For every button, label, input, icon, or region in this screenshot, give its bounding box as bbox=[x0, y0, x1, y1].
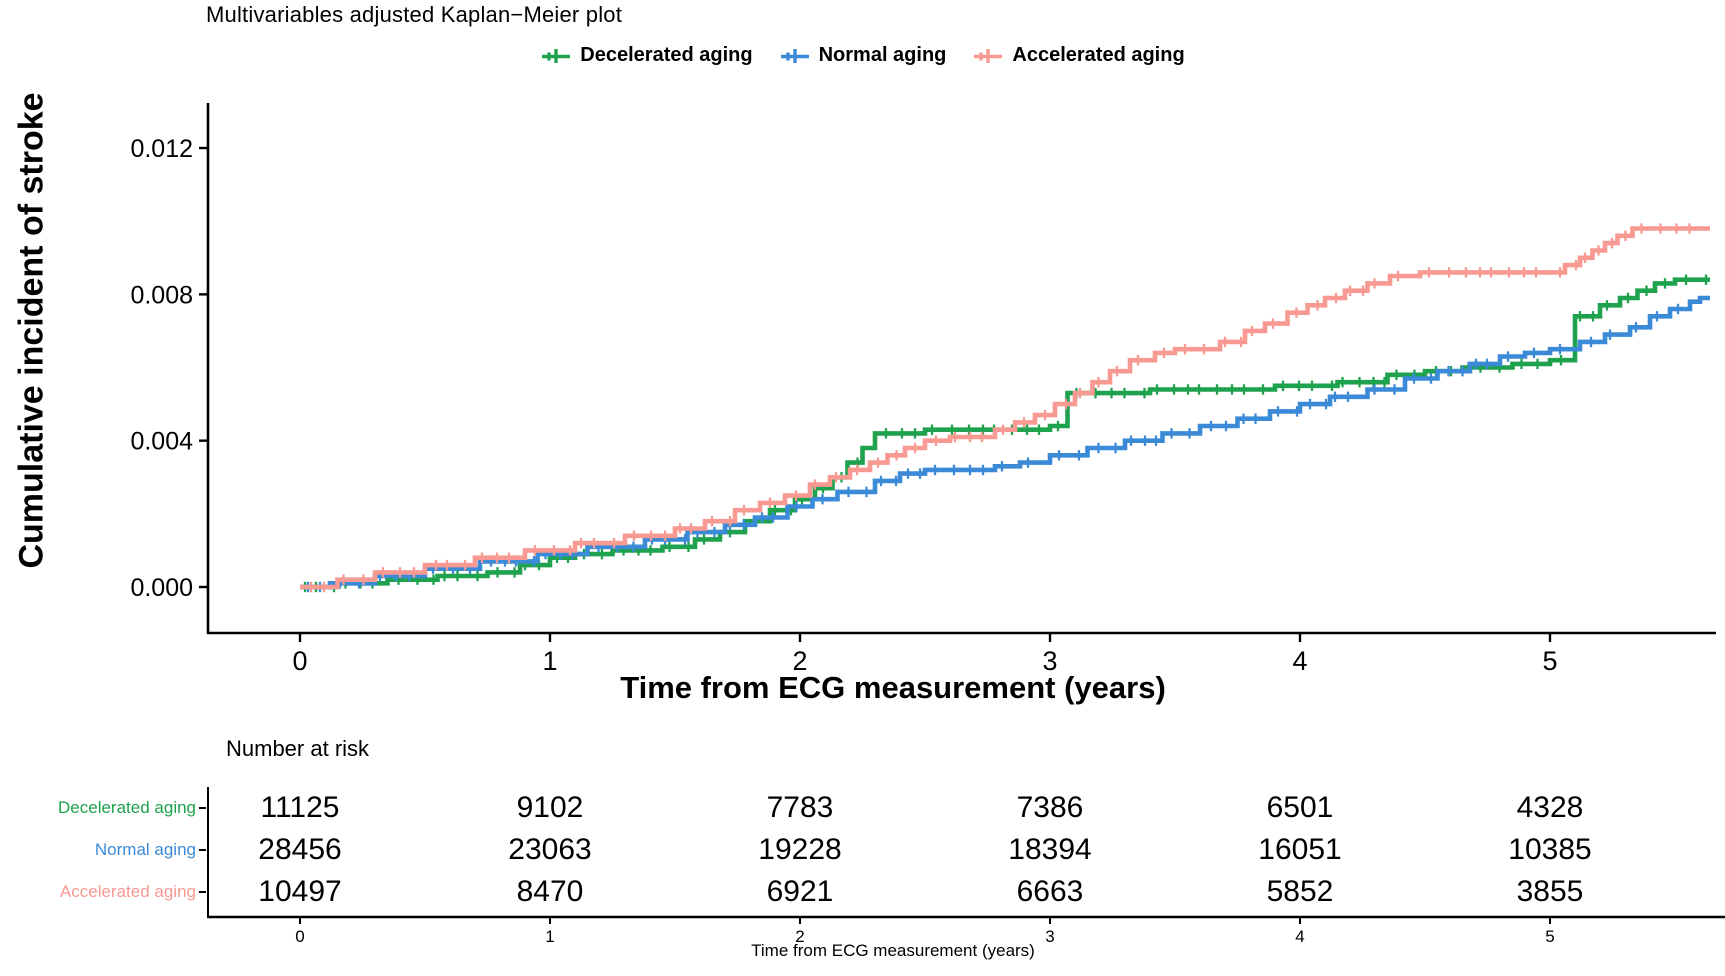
risk-row-normal: Normal aging 28456 23063 19228 18394 160… bbox=[0, 833, 1725, 867]
risk-count: 7783 bbox=[766, 791, 834, 824]
legend-label: Accelerated aging bbox=[1012, 44, 1185, 66]
risk-row-tick bbox=[199, 849, 206, 851]
survival-curves-plot: 0.000 0.004 0.008 0.012 0 1 2 3 4 5 bbox=[130, 103, 1716, 676]
risk-count: 5852 bbox=[1266, 875, 1334, 908]
risk-count: 9102 bbox=[516, 791, 584, 824]
legend-item-normal: Normal aging bbox=[779, 44, 947, 67]
svg-text:4: 4 bbox=[1292, 646, 1307, 676]
svg-text:1: 1 bbox=[542, 646, 557, 676]
risk-row-label: Accelerated aging bbox=[59, 882, 196, 901]
risk-row-tick bbox=[199, 807, 206, 809]
legend-label: Decelerated aging bbox=[580, 44, 753, 66]
risk-row-label: Normal aging bbox=[94, 840, 196, 859]
svg-text:0.012: 0.012 bbox=[130, 135, 193, 163]
y-axis-ticks: 0.000 0.004 0.008 0.012 bbox=[130, 135, 208, 602]
risk-count: 11125 bbox=[260, 791, 340, 824]
x-axis-title: Time from ECG measurement (years) bbox=[620, 670, 1166, 705]
svg-text:0.000: 0.000 bbox=[130, 574, 193, 602]
svg-text:0: 0 bbox=[295, 927, 304, 945]
svg-text:3: 3 bbox=[1045, 927, 1054, 945]
risk-count: 10385 bbox=[1508, 833, 1592, 866]
risk-row-decelerated: Decelerated aging 11125 9102 7783 7386 6… bbox=[0, 791, 1725, 825]
risk-count: 19228 bbox=[758, 833, 842, 866]
risk-count: 23063 bbox=[508, 833, 592, 866]
risk-row-accelerated: Accelerated aging 10497 8470 6921 6663 5… bbox=[0, 875, 1725, 909]
legend-item-accelerated: Accelerated aging bbox=[972, 44, 1185, 67]
risk-row-tick bbox=[199, 891, 206, 893]
svg-text:3: 3 bbox=[1042, 646, 1057, 676]
risk-count: 18394 bbox=[1008, 833, 1092, 866]
legend: Decelerated aging Normal aging Acceler bbox=[0, 44, 1725, 67]
km-curve-0 bbox=[300, 277, 1710, 590]
svg-text:2: 2 bbox=[792, 646, 807, 676]
risk-count: 4328 bbox=[1516, 791, 1584, 824]
legend-marker-decelerated-icon bbox=[542, 48, 571, 63]
risk-count: 6501 bbox=[1266, 791, 1334, 824]
legend-item-decelerated: Decelerated aging bbox=[540, 44, 753, 67]
svg-text:0.008: 0.008 bbox=[130, 281, 193, 309]
km-curve-1 bbox=[300, 295, 1710, 590]
risk-count: 6663 bbox=[1016, 875, 1084, 908]
svg-text:5: 5 bbox=[1545, 927, 1554, 945]
svg-text:4: 4 bbox=[1295, 927, 1304, 945]
svg-text:0.004: 0.004 bbox=[130, 428, 193, 456]
risk-table-axis-line bbox=[207, 787, 209, 917]
censor-marks-2 bbox=[309, 223, 1691, 593]
number-at-risk-header: Number at risk bbox=[226, 736, 370, 761]
risk-count: 28456 bbox=[258, 833, 342, 866]
risk-row-label: Decelerated aging bbox=[58, 798, 196, 817]
legend-marker-normal-icon bbox=[780, 48, 809, 63]
censor-marks-0 bbox=[303, 274, 1708, 593]
risk-count: 10497 bbox=[258, 875, 342, 908]
risk-count: 6921 bbox=[766, 875, 834, 908]
svg-text:0: 0 bbox=[292, 646, 307, 676]
censor-marks-1 bbox=[306, 303, 1680, 593]
svg-text:1: 1 bbox=[545, 927, 554, 945]
plot-title: Multivariables adjusted Kaplan−Meier plo… bbox=[206, 2, 623, 27]
risk-count: 3855 bbox=[1516, 875, 1584, 908]
legend-label: Normal aging bbox=[818, 44, 947, 66]
x-axis-ticks: 0 1 2 3 4 5 bbox=[292, 633, 1558, 676]
risk-count: 7386 bbox=[1016, 791, 1084, 824]
svg-text:5: 5 bbox=[1542, 646, 1557, 676]
legend-marker-accelerated-icon bbox=[974, 48, 1003, 63]
risk-count: 16051 bbox=[1258, 833, 1342, 866]
risk-axis-title: Time from ECG measurement (years) bbox=[751, 941, 1035, 960]
risk-count: 8470 bbox=[516, 875, 584, 908]
risk-table-x-axis: 0 1 2 3 4 5 bbox=[207, 915, 1725, 945]
km-curve-2 bbox=[300, 226, 1710, 590]
svg-text:2: 2 bbox=[795, 927, 804, 945]
